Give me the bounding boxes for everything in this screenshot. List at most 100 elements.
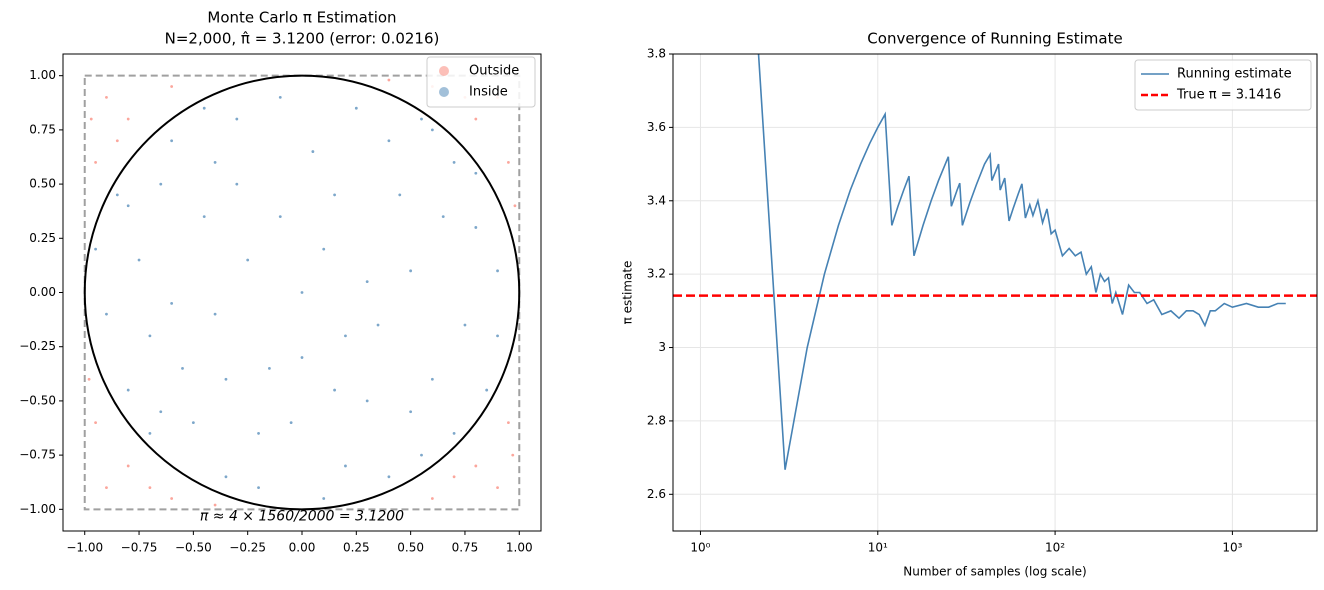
point bbox=[420, 453, 423, 457]
y-tick-label: 0.25 bbox=[29, 231, 56, 245]
point bbox=[344, 334, 347, 338]
point bbox=[105, 486, 108, 490]
x-tick-label: 1.00 bbox=[506, 541, 533, 555]
y-tick-label: −0.25 bbox=[19, 339, 56, 353]
legend-marker bbox=[439, 66, 449, 76]
unit-circle bbox=[83, 74, 521, 511]
point bbox=[170, 85, 174, 88]
point bbox=[376, 323, 380, 327]
point bbox=[94, 161, 97, 164]
point bbox=[507, 161, 510, 164]
chart-title: Convergence of Running Estimate bbox=[867, 30, 1122, 48]
axes-frame bbox=[672, 53, 1318, 532]
point bbox=[496, 486, 499, 490]
x-tick-label: 0.25 bbox=[343, 541, 370, 555]
point bbox=[126, 204, 130, 208]
point bbox=[398, 193, 402, 197]
point bbox=[213, 161, 217, 164]
point bbox=[311, 150, 315, 153]
point bbox=[87, 377, 91, 381]
line bbox=[757, 54, 1286, 470]
y-tick-label: 0.50 bbox=[29, 177, 56, 191]
point bbox=[387, 475, 391, 479]
point bbox=[300, 291, 304, 294]
point bbox=[170, 301, 174, 305]
point bbox=[159, 410, 163, 414]
x-axis-label: Number of samples (log scale) bbox=[903, 565, 1087, 579]
point bbox=[268, 366, 271, 370]
point bbox=[344, 464, 347, 468]
chart-title: Monte Carlo π Estimation bbox=[207, 9, 396, 27]
point bbox=[202, 106, 206, 110]
x-tick-label: −0.25 bbox=[229, 541, 266, 555]
point bbox=[278, 215, 282, 219]
axes-frame bbox=[62, 53, 542, 532]
point bbox=[126, 464, 130, 468]
legend-label: True π = 3.1416 bbox=[1176, 88, 1281, 103]
point bbox=[170, 139, 174, 143]
point bbox=[105, 312, 108, 316]
chart-subtitle: N=2,000, π̂ = 3.1200 (error: 0.0216) bbox=[165, 30, 440, 48]
point bbox=[115, 193, 119, 197]
point bbox=[126, 388, 130, 392]
point bbox=[105, 95, 108, 99]
x-tick-label: 10⁰ bbox=[690, 541, 710, 555]
point bbox=[474, 171, 478, 175]
point bbox=[463, 323, 467, 327]
point bbox=[354, 106, 358, 110]
y-tick-label: −0.50 bbox=[19, 393, 56, 407]
x-tick-label: 0.75 bbox=[452, 541, 479, 555]
point bbox=[89, 117, 93, 121]
x-tick-label: 0.00 bbox=[289, 541, 316, 555]
legend-label: Inside bbox=[469, 85, 508, 100]
point bbox=[278, 95, 282, 99]
point bbox=[213, 312, 217, 316]
point bbox=[246, 258, 250, 262]
point bbox=[257, 486, 260, 490]
point bbox=[322, 497, 326, 500]
y-axis-label: π estimate bbox=[621, 261, 635, 325]
point bbox=[213, 503, 217, 507]
y-tick-label: 2.6 bbox=[647, 487, 666, 501]
point bbox=[235, 117, 239, 121]
plot-area bbox=[673, 54, 1317, 470]
legend-box bbox=[426, 56, 536, 108]
point bbox=[485, 388, 489, 392]
point bbox=[94, 247, 97, 251]
point bbox=[126, 117, 130, 121]
point bbox=[224, 377, 228, 381]
point bbox=[235, 182, 239, 186]
point bbox=[420, 117, 423, 121]
point bbox=[365, 399, 369, 403]
y-tick-label: 2.8 bbox=[647, 413, 666, 427]
legend-label: Running estimate bbox=[1177, 67, 1292, 82]
point bbox=[148, 486, 152, 490]
point bbox=[387, 78, 391, 82]
point bbox=[430, 377, 434, 381]
point bbox=[333, 388, 336, 392]
legend-box bbox=[1134, 59, 1312, 111]
point bbox=[333, 193, 336, 197]
y-tick-label: −0.75 bbox=[19, 448, 56, 462]
point bbox=[474, 464, 478, 468]
y-tick-label: −1.00 bbox=[19, 502, 56, 516]
x-tick-label: −1.00 bbox=[66, 541, 103, 555]
x-tick-label: −0.75 bbox=[121, 541, 158, 555]
point bbox=[496, 334, 499, 338]
point bbox=[474, 226, 478, 229]
point bbox=[430, 128, 434, 132]
annotation: π ≈ 4 × 1560/2000 = 3.1200 bbox=[200, 508, 404, 524]
point bbox=[148, 432, 152, 435]
point bbox=[94, 421, 97, 424]
x-tick-label: 10² bbox=[1045, 541, 1065, 555]
x-tick-label: 10¹ bbox=[868, 541, 888, 555]
point bbox=[159, 182, 163, 186]
y-tick-label: 0.00 bbox=[29, 285, 56, 299]
y-tick-label: 3 bbox=[658, 340, 666, 354]
y-tick-label: 3.2 bbox=[647, 267, 666, 281]
point bbox=[300, 356, 304, 359]
point bbox=[452, 432, 456, 435]
point bbox=[148, 334, 152, 338]
x-tick-label: −0.50 bbox=[175, 541, 212, 555]
